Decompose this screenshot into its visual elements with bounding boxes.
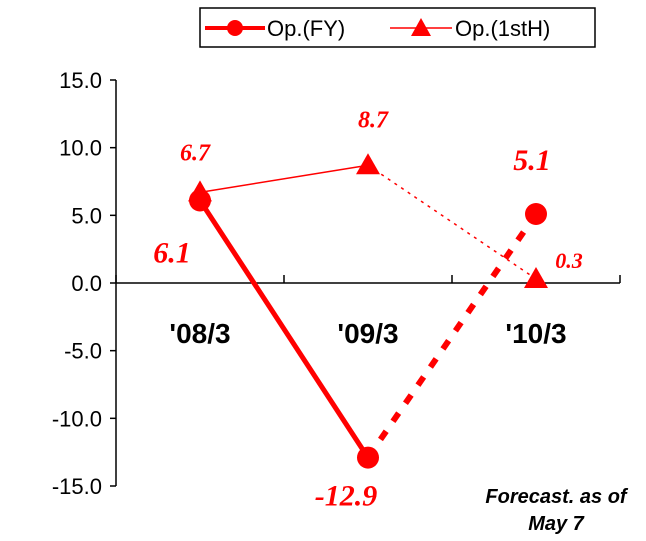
data-label-1sth: 8.7 <box>358 107 389 133</box>
y-tick-label: 5.0 <box>71 203 102 228</box>
legend-1sth-marker <box>411 18 431 36</box>
series-fy-marker <box>357 446 379 469</box>
forecast-note-line2: May 7 <box>528 513 584 535</box>
y-tick-label: -5.0 <box>64 339 102 364</box>
x-category-label: '09/3 <box>337 318 398 349</box>
series-lines <box>197 164 539 460</box>
series-1sth-marker <box>524 266 548 288</box>
data-label-fy: -12.9 <box>315 480 378 513</box>
series-fy-segment <box>197 199 371 459</box>
data-label-1sth: 0.3 <box>555 248 583 273</box>
x-category-label: '08/3 <box>169 318 230 349</box>
legend-1sth-label: Op.(1stH) <box>455 16 550 41</box>
legend-fy-label: Op.(FY) <box>267 16 345 41</box>
y-tick-label: 15.0 <box>59 68 102 93</box>
y-axis-ticks: 15.0 10.0 5.0 0.0 -5.0 -10.0 -15.0 <box>52 68 116 499</box>
series-1sth-marker <box>356 153 380 175</box>
data-labels: 6.1 -12.9 5.1 6.7 8.7 0.3 <box>153 107 583 512</box>
x-category-label: '10/3 <box>505 318 566 349</box>
forecast-note-line1: Forecast. as of <box>485 486 629 508</box>
legend-fy-marker <box>227 20 243 36</box>
data-label-1sth: 6.7 <box>180 140 211 166</box>
x-category-labels: '08/3 '09/3 '10/3 <box>169 318 566 349</box>
y-tick-label: -10.0 <box>52 406 102 431</box>
legend: Op.(FY) Op.(1stH) <box>199 7 596 48</box>
y-tick-label: -15.0 <box>52 474 102 499</box>
y-tick-label: 0.0 <box>71 271 102 296</box>
series-fy-segment <box>365 212 539 460</box>
series-1sth-segment <box>199 164 369 194</box>
series-fy-marker <box>189 189 211 212</box>
data-label-fy: 6.1 <box>153 236 191 269</box>
data-label-fy: 5.1 <box>513 144 551 177</box>
y-tick-label: 10.0 <box>59 136 102 161</box>
series-1sth-segment <box>367 164 537 280</box>
series-markers <box>188 153 548 469</box>
series-fy-marker <box>525 202 547 225</box>
